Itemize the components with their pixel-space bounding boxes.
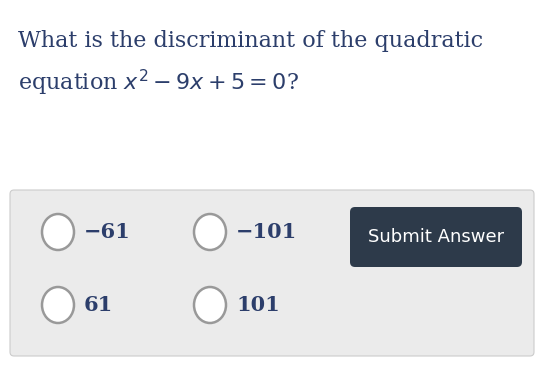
Ellipse shape [42, 287, 74, 323]
Text: 61: 61 [84, 295, 113, 315]
Ellipse shape [194, 214, 226, 250]
Text: equation $x^2 - 9x + 5 = 0$?: equation $x^2 - 9x + 5 = 0$? [18, 68, 299, 98]
Ellipse shape [194, 287, 226, 323]
FancyBboxPatch shape [350, 207, 522, 267]
Text: −101: −101 [236, 222, 297, 242]
Text: Submit Answer: Submit Answer [368, 228, 504, 246]
Text: −61: −61 [84, 222, 131, 242]
FancyBboxPatch shape [10, 190, 534, 356]
Text: 101: 101 [236, 295, 280, 315]
Text: What is the discriminant of the quadratic: What is the discriminant of the quadrati… [18, 30, 483, 52]
Ellipse shape [42, 214, 74, 250]
